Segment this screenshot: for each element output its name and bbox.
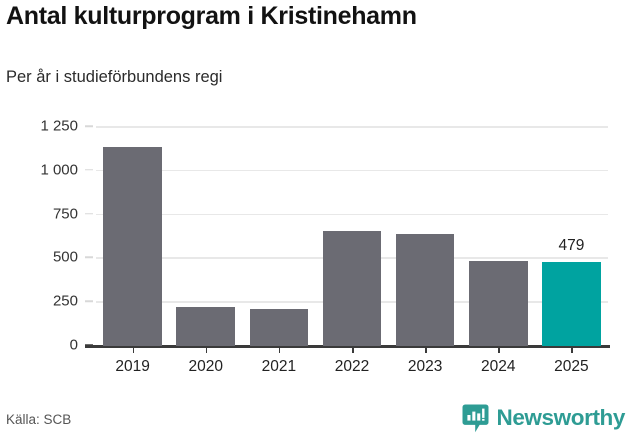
- x-axis-tick: [498, 347, 500, 353]
- x-axis-tick: [352, 347, 354, 353]
- x-axis-tick: [571, 347, 574, 353]
- x-axis-label-2024: 2024: [481, 358, 516, 375]
- chart-title: Antal kulturprogram i Kristinehamn: [6, 2, 417, 30]
- gridline: [96, 213, 608, 216]
- x-axis-label-2025: 2025: [554, 358, 589, 375]
- x-axis-tick: [425, 347, 427, 353]
- x-axis-label-2021: 2021: [261, 358, 297, 375]
- bar-2021[interactable]: [249, 308, 309, 346]
- source-note: Källa: SCB: [6, 412, 72, 427]
- chart-subtitle: Per år i studieförbundens regi: [6, 68, 223, 86]
- bar-2024[interactable]: [469, 260, 528, 346]
- bar-2022[interactable]: [322, 231, 382, 346]
- x-axis-label-2019: 2019: [115, 358, 150, 375]
- x-axis-tick: [132, 347, 135, 353]
- newsworthy-logo: Newsworthy: [462, 403, 625, 433]
- bar-value-label-2025: 479: [558, 237, 585, 255]
- gridline: [96, 169, 608, 172]
- y-axis-tick: [85, 256, 93, 259]
- bar-2025[interactable]: [542, 262, 601, 346]
- x-axis-label-2020: 2020: [188, 358, 223, 375]
- x-axis-tick: [205, 347, 208, 353]
- x-axis-label-2023: 2023: [407, 358, 443, 375]
- y-axis-tick-label: 750: [52, 205, 78, 223]
- newsworthy-wordmark: Newsworthy: [496, 404, 625, 430]
- x-axis-tick: [278, 347, 281, 353]
- bar-2019[interactable]: [103, 146, 162, 346]
- plot-area: 0 250 500 750 1 000 1 250 2019 2020 2021 2022 2023…: [40, 118, 610, 375]
- y-axis-tick: [85, 344, 93, 346]
- y-axis-tick-label: 500: [52, 248, 78, 266]
- x-axis-line: [85, 345, 610, 348]
- y-axis-tick: [85, 169, 93, 171]
- y-axis-tick: [85, 212, 93, 215]
- y-axis-tick: [85, 125, 93, 127]
- gridline: [96, 126, 608, 128]
- y-axis-tick: [85, 300, 93, 302]
- y-axis-tick-label: 1 000: [40, 161, 78, 179]
- bar-2023[interactable]: [395, 233, 455, 346]
- newsworthy-bars-bubble-icon: [462, 404, 489, 432]
- bar-2020[interactable]: [176, 307, 235, 346]
- y-axis-tick-label: 0: [69, 336, 78, 354]
- y-axis-tick-label: 1 250: [40, 117, 78, 135]
- y-axis-tick-label: 250: [52, 292, 78, 310]
- x-axis-label-2022: 2022: [334, 358, 370, 375]
